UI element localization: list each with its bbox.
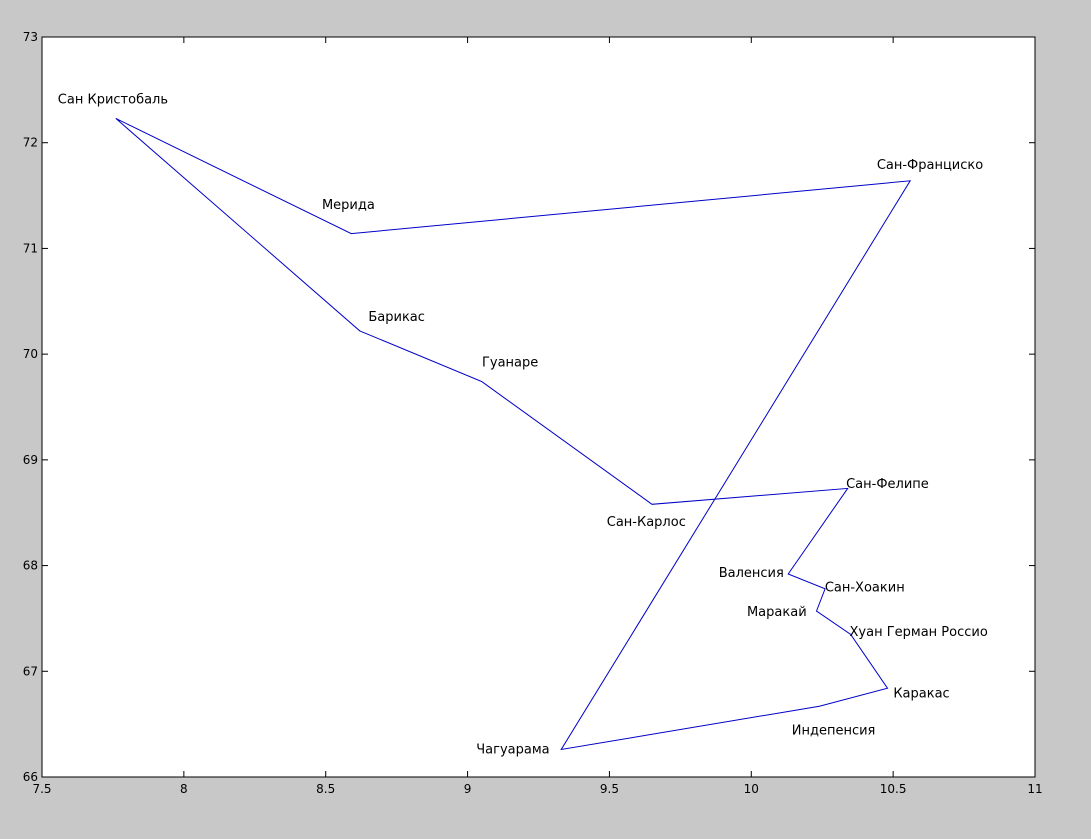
x-axis-ticks: 7.5 8 8.5 9 9.5 10 10.5 11 [32, 37, 1043, 796]
x-tick-label: 11 [1027, 782, 1042, 796]
city-label: Сан-Франциско [877, 158, 983, 173]
city-label: Сан Кристобаль [58, 92, 168, 107]
y-tick-label: 67 [23, 664, 38, 678]
city-label: Гуанаре [482, 356, 538, 371]
city-label: Валенсия [719, 566, 784, 581]
x-tick-label: 9.5 [600, 782, 619, 796]
city-label: Чагуарама [476, 742, 549, 757]
city-label: Сан-Фелипе [846, 477, 929, 492]
city-label: Сан-Карлос [607, 515, 686, 530]
city-label: Каракас [893, 686, 949, 701]
city-label: Сан-Хоакин [825, 581, 905, 596]
city-label: Мерида [322, 198, 375, 213]
y-tick-label: 66 [23, 770, 38, 784]
plot-area [41, 36, 1036, 778]
y-tick-label: 72 [23, 136, 38, 150]
y-tick-label: 69 [23, 453, 38, 467]
y-tick-label: 71 [23, 241, 38, 255]
route-line [115, 117, 912, 751]
y-tick-label: 73 [23, 30, 38, 44]
y-tick-label: 70 [23, 347, 38, 361]
city-label: Маракай [747, 605, 807, 620]
x-tick-label: 9 [464, 782, 472, 796]
x-tick-label: 10 [744, 782, 759, 796]
x-tick-label: 8.5 [316, 782, 335, 796]
city-labels: Сан Кристобаль Мерида Сан-Франциско Чагуара… [58, 92, 988, 757]
city-label: Индепенсия [792, 723, 876, 738]
x-tick-label: 7.5 [32, 782, 51, 796]
x-tick-label: 10.5 [880, 782, 907, 796]
y-axis-ticks: 66 67 68 69 70 71 72 73 [23, 30, 1035, 784]
x-tick-label: 8 [180, 782, 188, 796]
city-label: Хуан Герман Россио [850, 625, 988, 640]
city-label: Барикас [368, 310, 425, 325]
y-tick-label: 68 [23, 559, 38, 573]
